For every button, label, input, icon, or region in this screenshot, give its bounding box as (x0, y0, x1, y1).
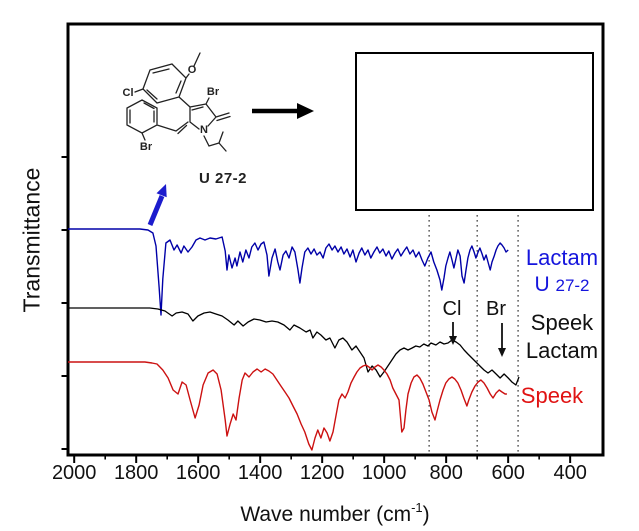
series-label-lactam: Lactam (525, 245, 599, 270)
x-tick-label: 2000 (52, 462, 97, 484)
series-label-u27-2: U 27-2 (520, 273, 604, 296)
x-axis-title-text: Wave number (cm (240, 503, 412, 526)
y-axis-title: Transmittance (18, 167, 45, 313)
blue-up-arrow (147, 184, 167, 226)
inset-frame (355, 52, 594, 211)
annotation-br: Br (486, 298, 506, 320)
annotation-cl: Cl (442, 298, 462, 320)
structure-atom-br-top: Br (207, 86, 220, 98)
black-right-arrow (252, 103, 314, 119)
structure-atom-br-bottom: Br (140, 141, 153, 153)
x-tick-label: 400 (553, 462, 586, 484)
series-label-speek-lactam-2: Lactam (525, 338, 599, 363)
spectrum-curve-3 (68, 361, 507, 451)
main-plot-frame (66, 22, 605, 457)
chemical-structure-drawing: Cl O Br N Br (123, 52, 231, 153)
x-tick-label: 800 (429, 462, 462, 484)
x-axis-title: Wave number (cm-1) (210, 500, 460, 526)
x-tick-label: 1800 (114, 462, 159, 484)
series-label-u-num: 27-2 (555, 276, 590, 295)
x-tick-label: 1400 (238, 462, 283, 484)
x-tick-label: 1200 (300, 462, 345, 484)
cl-annotation-arrow (449, 322, 457, 345)
series-label-speek: Speek (520, 383, 584, 408)
y-axis-ticks (61, 156, 68, 450)
x-axis-ticks: 2000 1800 1600 1400 1200 1000 800 600 400 (52, 455, 587, 484)
br-annotation-arrow (498, 323, 506, 357)
structure-atom-cl: Cl (123, 87, 134, 99)
structure-atom-o: O (188, 64, 197, 76)
x-tick-label: 1600 (176, 462, 221, 484)
structure-atom-n: N (200, 124, 208, 136)
x-tick-label: 1000 (362, 462, 407, 484)
series-label-u: U (534, 273, 550, 296)
spectra-curves (68, 228, 520, 451)
structure-bonds (126, 52, 231, 152)
spectrum-curve-2 (68, 307, 520, 386)
x-axis-title-close: ) (422, 503, 430, 526)
x-tick-label: 600 (491, 462, 524, 484)
spectrum-curve-1 (68, 228, 509, 316)
series-label-speek-lactam-1: Speek (530, 310, 594, 335)
x-axis-title-sup: -1 (411, 500, 423, 515)
structure-caption: U 27-2 (198, 170, 248, 187)
